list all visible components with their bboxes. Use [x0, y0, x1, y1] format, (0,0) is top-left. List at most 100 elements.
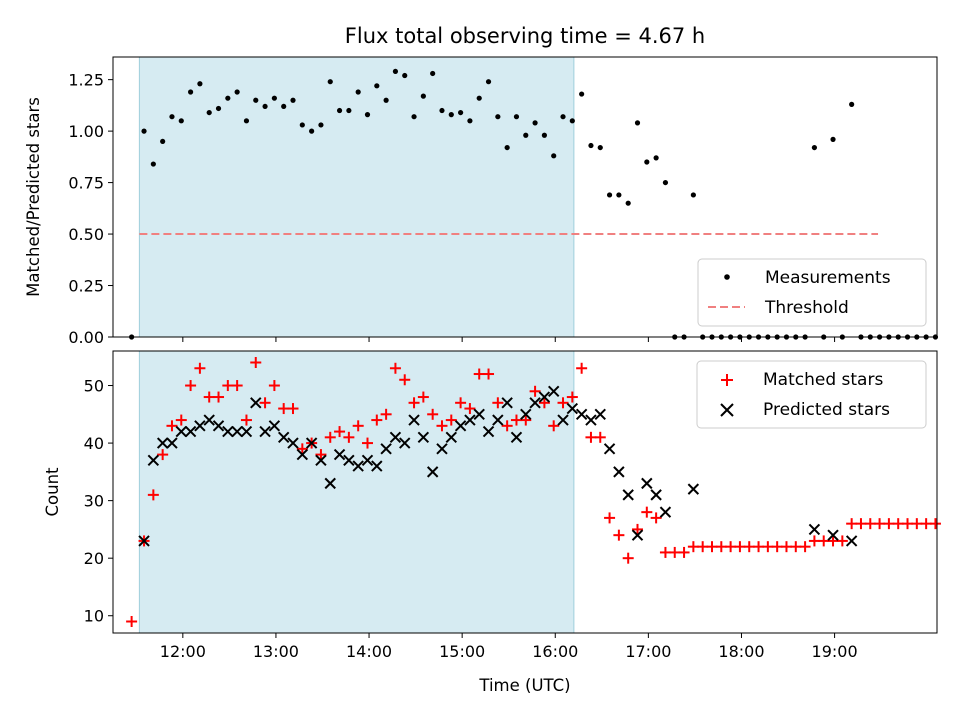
bottom-y-axis-label: Count: [43, 467, 62, 517]
measurement-point: [327, 79, 333, 85]
measurement-point: [690, 192, 696, 198]
predicted-star-point: [184, 425, 197, 438]
predicted-star-point: [371, 460, 383, 472]
top-y-axis-label: Matched/Predicted stars: [24, 97, 43, 297]
matched-star-point: [296, 443, 308, 455]
matched-star-point: [818, 535, 830, 547]
matched-star-point: [538, 397, 550, 409]
matched-star-point: [464, 403, 476, 415]
top-y-tick-label: 1.25: [68, 71, 104, 90]
matched-star-point: [343, 431, 355, 443]
measurement-point: [197, 81, 203, 87]
measurement-point: [336, 107, 343, 114]
measurement-point: [420, 93, 426, 99]
observing-window-shade: [138, 56, 575, 338]
measurement-point: [309, 128, 315, 134]
measurement-point: [299, 122, 305, 128]
matched-star-point: [659, 546, 671, 558]
predicted-star-point: [259, 425, 271, 438]
predicted-star-point: [585, 414, 597, 426]
measurement-point: [355, 89, 361, 95]
bottom-legend: Matched stars Predicted stars: [696, 360, 927, 429]
matched-star-point: [250, 357, 262, 369]
top-y-tick-label: 1.00: [68, 122, 104, 141]
predicted-star-point: [287, 437, 299, 449]
predicted-star-point: [520, 408, 532, 421]
predicted-star-point: [622, 489, 634, 501]
matched-star-point: [874, 518, 886, 530]
matched-star-point: [389, 362, 401, 374]
measurement-point: [290, 97, 296, 103]
predicted-stars-points: [138, 385, 858, 547]
predicted-star-point: [175, 425, 187, 438]
x-tick-label: 12:00: [160, 642, 206, 661]
matched-star-point: [566, 391, 578, 403]
predicted-star-point: [212, 420, 225, 432]
measurement-point: [383, 97, 389, 103]
predicted-star-point: [417, 431, 430, 444]
predicted-star-point: [445, 431, 457, 444]
measurement-point: [364, 112, 371, 118]
measurement-point: [606, 192, 613, 198]
matched-star-point: [846, 518, 858, 530]
measurement-point: [662, 179, 669, 186]
predicted-star-point: [538, 391, 551, 403]
matched-star-point: [315, 449, 327, 461]
predicted-star-point: [333, 448, 346, 461]
matched-star-point: [836, 535, 848, 547]
predicted-star-point: [575, 408, 588, 421]
top-y-tick-label: 0.00: [68, 328, 104, 347]
matched-star-point: [715, 541, 727, 553]
predicted-star-point: [305, 437, 318, 449]
star-count-panel: 10 20 30 40 50 12:00 13:00 14:00 15:00 16:00 17:0…: [43, 350, 941, 695]
predicted-star-point: [324, 477, 336, 490]
predicted-star-point: [529, 397, 541, 409]
measurement-point: [160, 138, 166, 145]
measurement-point: [495, 114, 501, 120]
chart-title: Flux total observing time = 4.67 h: [345, 24, 705, 48]
flux-ratio-panel: 0.00 0.25 0.50 0.75 1.00 1.25 Matched/Predict…: [24, 56, 939, 347]
matched-star-point: [147, 489, 159, 501]
matched-star-point: [576, 362, 588, 374]
predicted-star-point: [594, 408, 606, 421]
predicted-star-point: [631, 529, 644, 541]
measurement-point: [476, 95, 482, 101]
measurement-point: [206, 109, 212, 116]
predicted-star-point: [492, 414, 504, 426]
predicted-star-point: [557, 414, 569, 426]
matched-star-point: [799, 541, 811, 553]
predicted-star-point: [315, 454, 327, 467]
predicted-star-point: [399, 437, 411, 449]
predicted-star-point: [380, 443, 392, 455]
matched-star-point: [669, 546, 681, 558]
matched-star-point: [445, 414, 457, 426]
measurement-point: [374, 83, 380, 89]
top-y-tick-label: 0.25: [68, 277, 104, 296]
matched-star-point: [613, 529, 625, 541]
matched-star-point: [501, 420, 513, 432]
predicted-star-point: [203, 414, 215, 426]
matched-star-point: [157, 449, 169, 461]
measurement-point: [625, 200, 631, 206]
bottom-y-tick-label: 20: [84, 549, 104, 568]
measurement-point: [402, 72, 408, 79]
measurement-point: [504, 144, 510, 151]
matched-star-point: [278, 403, 290, 415]
matched-star-point: [743, 541, 755, 553]
bottom-y-tick-label: 30: [84, 492, 104, 511]
measurement-point: [346, 107, 352, 114]
predicted-star-point: [464, 414, 476, 426]
legend-threshold-label: Threshold: [764, 298, 849, 318]
predicted-star-point: [268, 420, 281, 432]
x-tick-label: 13:00: [253, 642, 299, 661]
bottom-y-tick-label: 10: [84, 607, 104, 626]
matched-star-point: [883, 518, 895, 530]
matched-star-point: [520, 414, 532, 426]
matched-star-point: [240, 414, 252, 426]
predicted-star-point: [166, 437, 178, 449]
measurement-point: [225, 95, 231, 101]
matched-star-point: [287, 403, 299, 415]
matched-star-point: [725, 541, 737, 553]
predicted-star-point: [436, 443, 448, 455]
predicted-star-point: [250, 397, 262, 409]
